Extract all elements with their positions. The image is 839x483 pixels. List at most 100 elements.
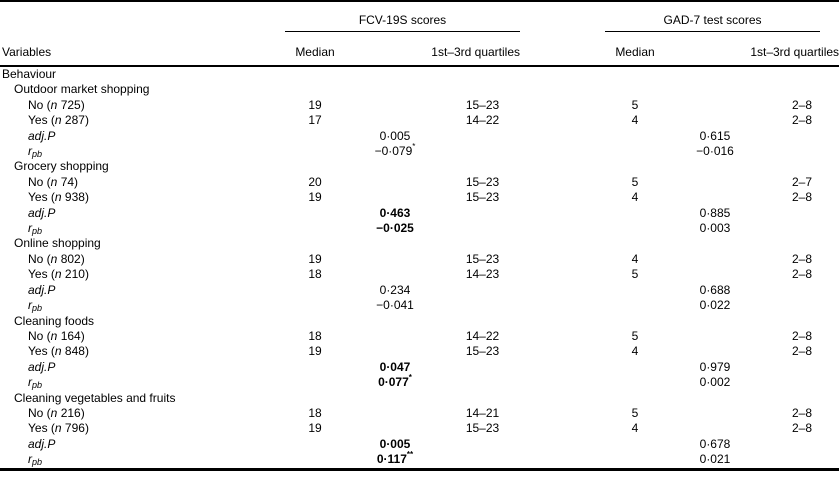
gad-quartiles-empty <box>765 452 839 471</box>
rpb-row: rpb 0·077* 0·002 <box>0 374 839 391</box>
data-row: No (n 802) 19 15–23 4 2–8 <box>0 252 839 267</box>
fcv-quartiles-value: 14–22 <box>465 328 500 343</box>
fcv-quartiles-value: 15–23 <box>465 190 500 205</box>
column-gap <box>520 98 605 113</box>
column-gap <box>520 344 605 359</box>
gad-quartiles-empty <box>765 129 839 144</box>
subsection-header-row: Grocery shopping <box>0 159 839 174</box>
gad-median-empty <box>605 129 665 144</box>
column-gap <box>520 221 605 236</box>
adjp-label: adj.P <box>28 205 56 220</box>
adjp-label: adj.P <box>28 436 56 451</box>
gad-quartiles-value: 2–8 <box>792 190 813 205</box>
fcv-median-empty <box>285 437 345 452</box>
column-gap <box>520 452 605 471</box>
column-gap <box>520 298 605 313</box>
header-gap <box>520 32 605 67</box>
column-gap <box>520 375 605 390</box>
adjp-gad-value: 0·979 <box>699 359 731 374</box>
gad-quartiles-value: 2–8 <box>792 97 813 112</box>
fcv-quartiles-value: 14–21 <box>465 405 500 420</box>
gad-quartiles-value: 2–8 <box>792 421 813 436</box>
fcv-group-label: FCV-19S scores <box>285 13 520 32</box>
fcv-quartiles-empty <box>445 206 520 221</box>
gad-median-value: 4 <box>631 251 639 266</box>
gad-quartiles-empty <box>765 375 839 390</box>
fcv-median-empty <box>285 144 345 159</box>
row-label: No (n 725) <box>28 97 85 112</box>
fcv-stat-cell <box>345 175 445 190</box>
row-label: Yes (n 938) <box>28 190 89 205</box>
subsection-header-row: Online shopping <box>0 236 839 251</box>
data-row: Yes (n 938) 19 15–23 4 2–8 <box>0 190 839 205</box>
gad-stat-cell <box>665 98 765 113</box>
gad-stat-cell <box>665 190 765 205</box>
row-label: Yes (n 848) <box>28 344 89 359</box>
subsection-header-row: Outdoor market shopping <box>0 82 839 97</box>
rpb-label: rpb <box>28 375 43 391</box>
row-label: Yes (n 210) <box>28 267 89 282</box>
fcv-median-empty <box>285 283 345 298</box>
fcv-median-value: 18 <box>308 328 322 343</box>
paper-table: FCV-19S scores GAD-7 test scores Variabl… <box>0 0 839 471</box>
row-label: Yes (n 796) <box>28 421 89 436</box>
subsection-title: Outdoor market shopping <box>14 82 150 97</box>
gad-median-value: 5 <box>631 97 639 112</box>
fcv-quartiles-empty <box>445 360 520 375</box>
adjp-fcv-value: 0·005 <box>379 128 411 143</box>
fcv-median-value: 17 <box>308 113 322 128</box>
fcv-quartiles-value: 15–23 <box>465 421 500 436</box>
column-gap <box>520 252 605 267</box>
fcv-median-value: 20 <box>308 174 322 189</box>
gad-quartiles-value: 2–7 <box>792 174 813 189</box>
data-row: Yes (n 287) 17 14–22 4 2–8 <box>0 113 839 128</box>
gad-quartiles-empty <box>765 144 839 159</box>
column-gap <box>520 206 605 221</box>
rpb-gad-value: 0·022 <box>699 298 731 313</box>
fcv-quartiles-value: 14–23 <box>465 267 500 282</box>
fcv-stat-cell <box>345 421 445 436</box>
data-row: No (n 725) 19 15–23 5 2–8 <box>0 98 839 113</box>
fcv-stat-cell <box>345 252 445 267</box>
fcv-quartiles-empty <box>445 437 520 452</box>
fcv-stat-cell <box>345 406 445 421</box>
gad-median-value: 5 <box>631 328 639 343</box>
section-title: Behaviour <box>2 67 57 81</box>
fcv-quartiles-empty <box>445 221 520 236</box>
gad-median-value: 5 <box>631 267 639 282</box>
subsection-header-row: Cleaning foods <box>0 314 839 329</box>
adjp-gad-value: 0·688 <box>699 282 731 297</box>
gad-stat-cell <box>665 267 765 282</box>
gad-median-value: 5 <box>631 174 639 189</box>
gad-quartiles-value: 2–8 <box>792 251 813 266</box>
adjp-label: adj.P <box>28 282 56 297</box>
rpb-gad-value: −0·016 <box>696 144 734 159</box>
data-row: Yes (n 848) 19 15–23 4 2–8 <box>0 344 839 359</box>
gad-stat-cell <box>665 421 765 436</box>
gad-median-empty <box>605 298 665 313</box>
adjp-label: adj.P <box>28 359 56 374</box>
subsection-title: Grocery shopping <box>14 159 109 174</box>
data-row: No (n 74) 20 15–23 5 2–7 <box>0 175 839 190</box>
gad-median-header: Median <box>605 32 665 67</box>
gad-quartiles-header: 1st–3rd quartiles <box>665 32 839 67</box>
gad-median-value: 4 <box>631 344 639 359</box>
gad-median-empty <box>605 452 665 471</box>
row-label: No (n 216) <box>28 405 85 420</box>
row-label: No (n 74) <box>28 174 79 189</box>
fcv-median-value: 18 <box>308 267 322 282</box>
adjp-row: adj.P 0·463 0·885 <box>0 206 839 221</box>
data-row: No (n 216) 18 14–21 5 2–8 <box>0 406 839 421</box>
gad-median-empty <box>605 144 665 159</box>
fcv-median-empty <box>285 221 345 236</box>
fcv-quartiles-empty <box>445 452 520 471</box>
column-gap <box>520 144 605 159</box>
rpb-gad-value: 0·002 <box>699 375 731 390</box>
row-label: No (n 164) <box>28 328 85 343</box>
fcv-quartiles-empty <box>445 375 520 390</box>
column-gap <box>520 421 605 436</box>
data-row: No (n 164) 18 14–22 5 2–8 <box>0 329 839 344</box>
fcv-stat-cell <box>345 267 445 282</box>
fcv-median-empty <box>285 375 345 390</box>
adjp-row: adj.P 0·047 0·979 <box>0 360 839 375</box>
